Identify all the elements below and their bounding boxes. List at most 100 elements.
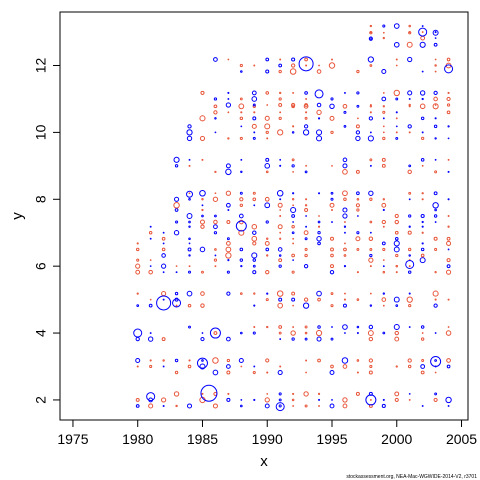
negative-residual-point [187, 364, 192, 369]
negative-residual-point [330, 364, 334, 369]
negative-residual-point [279, 237, 282, 240]
positive-residual-point [394, 236, 399, 241]
positive-residual-point [251, 90, 257, 96]
negative-residual-point [253, 64, 256, 67]
negative-residual-point [136, 365, 139, 368]
negative-residual-point [408, 247, 412, 252]
positive-residual-point [162, 365, 165, 368]
negative-residual-point [344, 242, 346, 245]
negative-residual-point [226, 241, 231, 246]
positive-residual-point [172, 298, 182, 308]
positive-residual-point [317, 231, 321, 235]
positive-residual-point [343, 225, 347, 228]
negative-residual-point [292, 204, 295, 207]
negative-residual-point [408, 24, 411, 28]
plot-marks [133, 23, 454, 412]
negative-residual-point [201, 270, 204, 274]
positive-residual-point [148, 303, 153, 308]
negative-residual-point [369, 158, 373, 162]
positive-residual-point [408, 393, 411, 395]
negative-residual-point [381, 163, 386, 168]
positive-residual-point [330, 97, 334, 101]
negative-residual-point [149, 259, 152, 262]
negative-residual-point [264, 240, 270, 246]
positive-residual-point [368, 116, 373, 121]
negative-residual-point [201, 208, 204, 212]
positive-residual-point [252, 258, 257, 262]
positive-residual-point [253, 204, 256, 207]
negative-residual-point [420, 370, 425, 375]
negative-residual-point [304, 253, 308, 258]
negative-residual-point [395, 58, 398, 61]
x-axis-label: x [260, 453, 268, 470]
positive-residual-point [238, 213, 244, 219]
negative-residual-point [292, 91, 295, 94]
negative-residual-point [161, 397, 167, 403]
positive-residual-point [188, 254, 191, 257]
negative-residual-point [342, 169, 348, 175]
negative-residual-point [369, 220, 373, 224]
negative-residual-point [447, 225, 450, 228]
negative-residual-point [277, 129, 284, 136]
positive-residual-point [201, 214, 204, 218]
negative-residual-point [382, 304, 385, 307]
positive-residual-point [382, 265, 385, 268]
positive-residual-point [277, 369, 283, 376]
positive-residual-point [407, 90, 413, 96]
positive-residual-point [395, 97, 399, 101]
negative-residual-point [434, 371, 437, 374]
negative-residual-point [174, 370, 179, 375]
positive-residual-point [251, 252, 258, 259]
negative-residual-point [304, 404, 308, 408]
positive-residual-point [305, 225, 308, 228]
negative-residual-point [253, 326, 256, 329]
negative-residual-point [161, 337, 166, 342]
negative-residual-point [446, 358, 451, 363]
negative-residual-point [265, 358, 270, 363]
positive-residual-point [344, 332, 346, 334]
negative-residual-point [226, 358, 231, 363]
negative-residual-point [394, 391, 400, 397]
positive-residual-point [395, 125, 398, 128]
positive-residual-point [368, 324, 374, 330]
positive-residual-point [199, 189, 206, 197]
positive-residual-point [381, 69, 387, 75]
negative-residual-point [173, 391, 180, 397]
positive-residual-point [305, 215, 308, 217]
positive-residual-point [342, 324, 348, 330]
negative-residual-point [303, 230, 309, 236]
positive-residual-point [199, 246, 206, 253]
x-tick-label: 1980 [122, 431, 153, 447]
positive-residual-point [175, 271, 178, 274]
positive-residual-point [330, 197, 334, 201]
negative-residual-point [304, 103, 308, 107]
negative-residual-point [279, 209, 282, 211]
negative-residual-point [291, 398, 295, 402]
negative-residual-point [342, 190, 348, 197]
positive-residual-point [278, 398, 282, 402]
positive-residual-point [330, 337, 334, 341]
negative-residual-point [381, 202, 387, 208]
positive-residual-point [278, 392, 282, 396]
positive-residual-point [355, 135, 361, 142]
positive-residual-point [279, 198, 282, 201]
positive-residual-point [316, 290, 322, 297]
negative-residual-point [149, 359, 152, 362]
positive-residual-point [292, 259, 295, 262]
negative-residual-point [420, 35, 426, 41]
positive-residual-point [317, 117, 321, 120]
negative-residual-point [290, 330, 296, 336]
negative-residual-point [199, 219, 205, 225]
negative-residual-point [188, 192, 191, 195]
y-axis: 2 4 6 8 10 12 [33, 58, 60, 404]
positive-residual-point [133, 328, 143, 338]
negative-residual-point [331, 58, 333, 61]
positive-residual-point [393, 23, 400, 29]
negative-residual-point [239, 219, 244, 225]
positive-residual-point [433, 90, 438, 96]
positive-residual-point [291, 164, 295, 168]
positive-residual-point [393, 41, 400, 48]
positive-residual-point [292, 221, 295, 223]
positive-residual-point [147, 336, 154, 342]
positive-residual-point [252, 264, 256, 268]
